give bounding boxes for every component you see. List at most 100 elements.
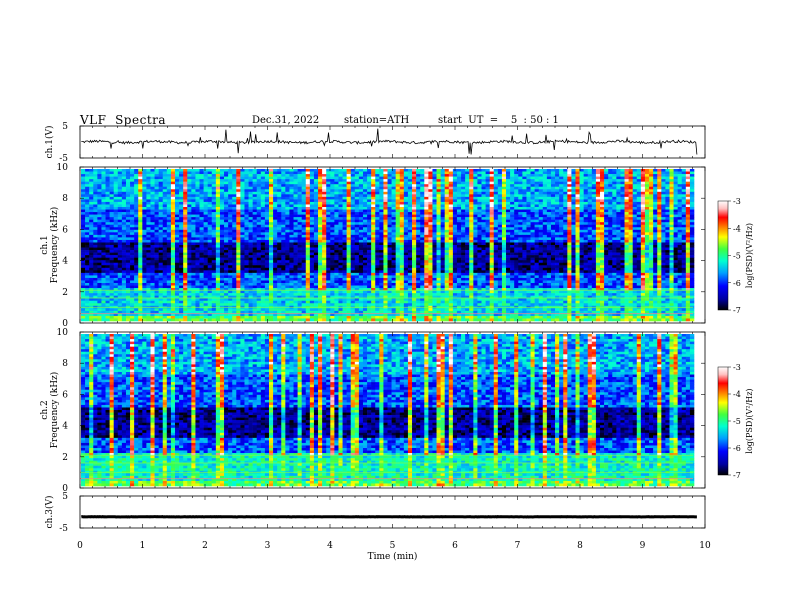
- spectrogram-cell: [252, 176, 258, 180]
- spectrogram-cell: [101, 250, 106, 253]
- spectrogram-cell: [93, 242, 98, 246]
- spectrogram-cell: [277, 184, 282, 188]
- spectrogram-cell: [322, 222, 327, 226]
- spectrogram-cell: [362, 207, 368, 210]
- spectrogram-cell: [256, 181, 262, 185]
- spectrogram-cell: [452, 189, 458, 193]
- spectrogram-cell: [689, 181, 695, 185]
- spectrogram-cell: [101, 214, 106, 218]
- spectrogram-cell: [653, 239, 658, 243]
- spectrogram-cell: [305, 239, 311, 243]
- spectrogram-cell: [563, 184, 568, 188]
- spectrogram-cell: [436, 181, 441, 185]
- spectrogram-cell: [657, 247, 662, 251]
- spectrogram-cell: [391, 245, 396, 248]
- spectrogram-cell: [689, 179, 695, 182]
- spectrogram-cell: [142, 212, 147, 215]
- spectrogram-cell: [146, 237, 151, 241]
- spectrogram-cell: [624, 222, 629, 226]
- spectrogram-cell: [587, 207, 593, 210]
- spectrogram-cell: [604, 219, 609, 223]
- spectrogram-cell: [358, 234, 364, 238]
- spectrogram-cell: [170, 217, 176, 220]
- spectrogram-cell: [232, 184, 237, 188]
- spectrogram-cell: [640, 242, 646, 246]
- spectrogram-cell: [518, 239, 523, 243]
- spectrogram-cell: [636, 239, 642, 243]
- spectrogram-cell: [179, 212, 184, 215]
- spectrogram-cell: [334, 196, 339, 200]
- spectrogram-cell: [215, 212, 221, 215]
- spectrogram-cell: [93, 191, 98, 195]
- spectrogram-cell: [653, 209, 658, 213]
- spectrogram-cell: [305, 212, 311, 215]
- spectrogram-cell: [199, 181, 204, 185]
- spectrogram-cell: [305, 179, 311, 182]
- spectrogram-cell: [677, 212, 683, 215]
- spectrogram-cell: [158, 242, 164, 246]
- spectrogram-cell: [391, 196, 396, 200]
- spectrogram-cell: [109, 204, 114, 208]
- spectrogram-cell: [657, 201, 662, 205]
- spectrogram-cell: [649, 217, 654, 220]
- spectrogram-cell: [256, 219, 262, 223]
- spectrogram-cell: [653, 212, 658, 215]
- spectrogram-cell: [546, 232, 552, 236]
- spectrogram-cell: [604, 194, 609, 198]
- spectrogram-cell: [436, 224, 441, 228]
- spectrogram-cell: [371, 201, 376, 205]
- spectrogram-cell: [538, 179, 544, 182]
- spectrogram-cell: [497, 245, 503, 248]
- spectrogram-cell: [322, 247, 327, 251]
- spectrogram-cell: [125, 239, 131, 243]
- spectrogram-cell: [481, 191, 486, 195]
- spectrogram-cell: [134, 171, 139, 175]
- spectrogram-cell: [170, 222, 176, 226]
- spectrogram-cell: [146, 191, 151, 195]
- spectrogram-cell: [383, 171, 388, 175]
- spectrogram-cell: [354, 224, 360, 228]
- spectrogram-cell: [579, 191, 584, 195]
- spectrogram-cell: [162, 222, 168, 226]
- spectrogram-cell: [138, 186, 143, 190]
- spectrogram-cell: [567, 222, 572, 226]
- spectrogram-cell: [346, 209, 352, 213]
- spectrogram-cell: [305, 232, 311, 236]
- spectrogram-cell: [342, 174, 347, 177]
- spectrogram-cell: [342, 171, 347, 175]
- spectrogram-cell: [407, 199, 413, 203]
- spectrogram-cell: [518, 242, 523, 246]
- spectrogram-cell: [154, 245, 159, 248]
- spectrogram-cell: [428, 229, 433, 233]
- spectrogram-cell: [432, 179, 437, 182]
- spectrogram-cell: [195, 227, 200, 231]
- spectrogram-cell: [109, 196, 114, 200]
- spectrogram-cell: [330, 209, 335, 213]
- spectrogram-cell: [281, 194, 286, 198]
- spectrogram-cell: [518, 169, 523, 172]
- spectrogram-cell: [338, 232, 343, 236]
- spectrogram-cell: [228, 181, 233, 185]
- spectrogram-cell: [665, 181, 670, 185]
- spectrogram-cell: [273, 234, 278, 238]
- spectrogram-cell: [485, 196, 490, 200]
- spectrogram-cell: [199, 171, 204, 175]
- spectrogram-cell: [142, 224, 147, 228]
- spectrogram-cell: [444, 184, 450, 188]
- spectrogram-cell: [473, 227, 478, 231]
- spectrogram-cell: [591, 219, 597, 223]
- spectrogram-cell: [567, 176, 572, 180]
- spectrogram-cell: [273, 214, 278, 218]
- spectrogram-cell: [268, 242, 274, 246]
- spectrogram-cell: [232, 181, 237, 185]
- spectrogram-cell: [567, 209, 572, 213]
- spectrogram-cell: [375, 196, 380, 200]
- spectrogram-cell: [395, 207, 401, 210]
- spectrogram-cell: [563, 219, 568, 223]
- spectrogram-cell: [473, 224, 478, 228]
- spectrogram-cell: [452, 242, 458, 246]
- spectrogram-cell: [473, 229, 478, 233]
- spectrogram-cell: [657, 242, 662, 246]
- spectrogram-cell: [559, 186, 564, 190]
- spectrogram-cell: [485, 174, 490, 177]
